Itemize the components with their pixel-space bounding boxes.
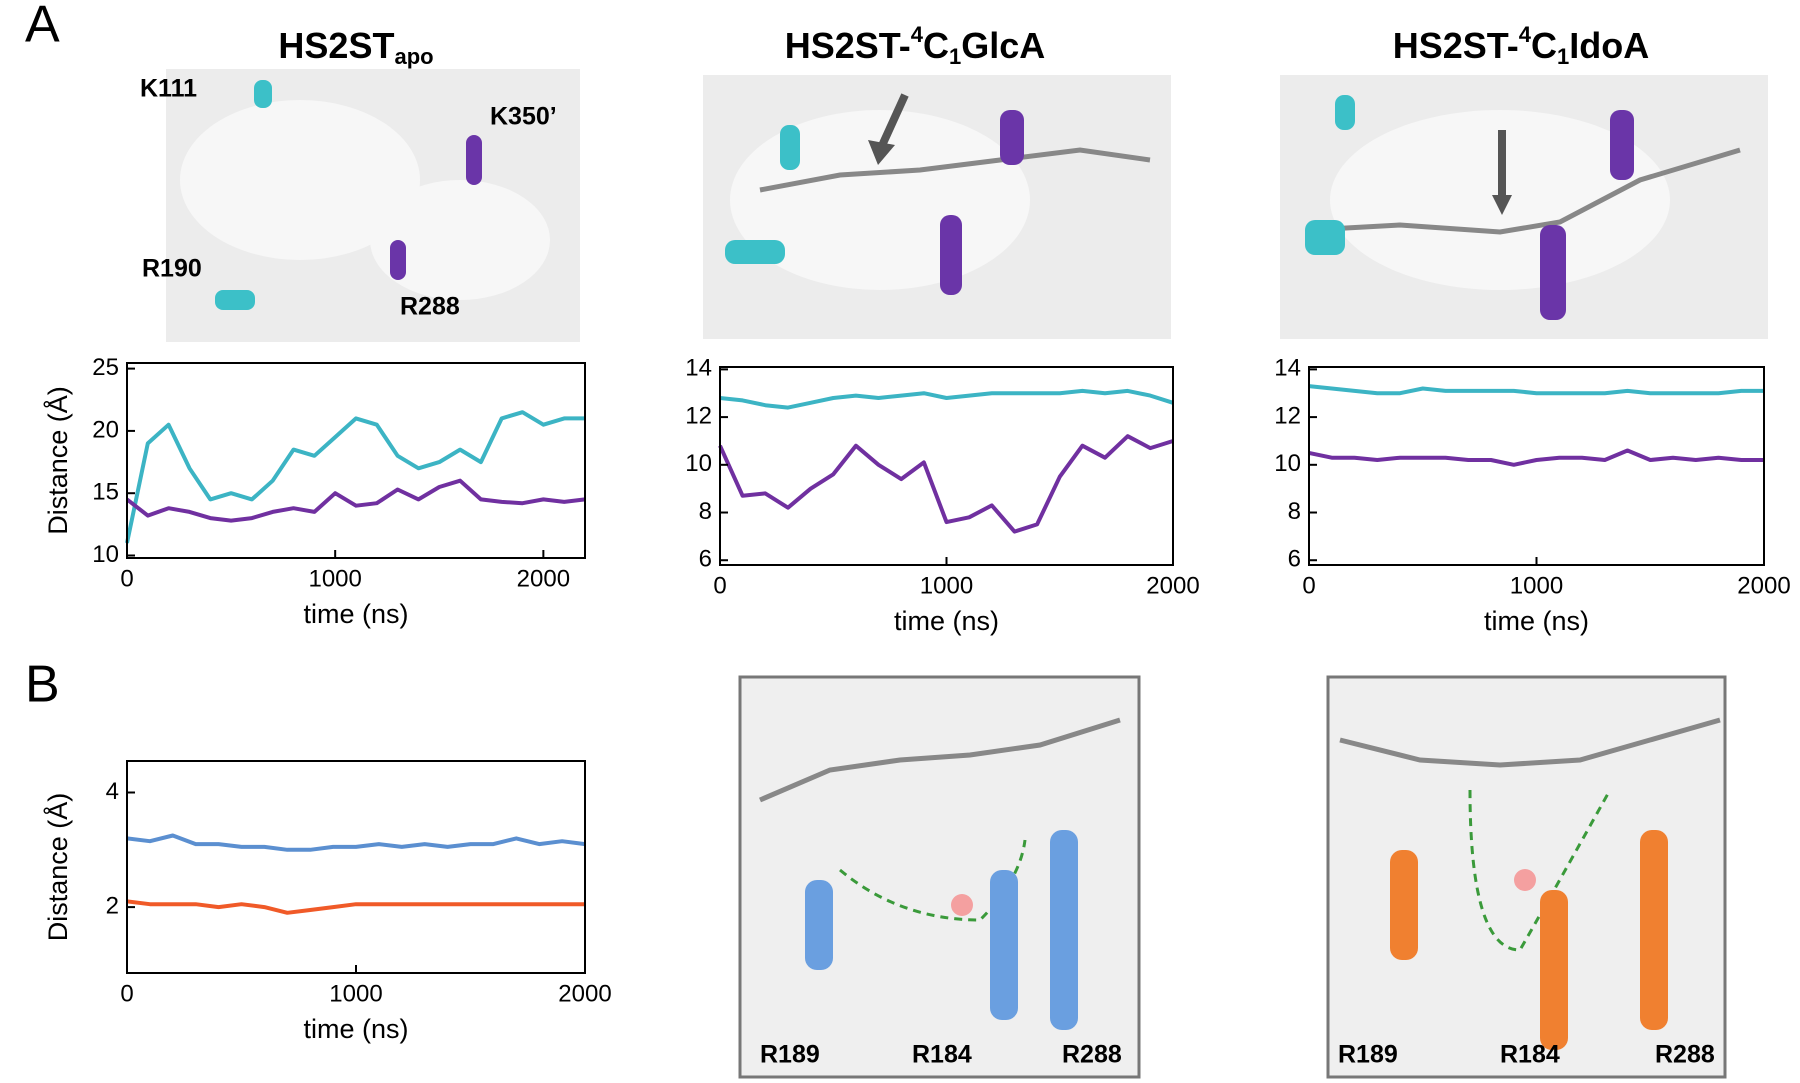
y-tick-label: 6 — [699, 546, 712, 573]
structure-image — [1326, 675, 1727, 1079]
y-tick-label: 14 — [1274, 355, 1301, 382]
title-part: HS2ST — [278, 25, 394, 66]
structure-image — [738, 675, 1141, 1079]
title-part: HS2ST- — [1393, 25, 1519, 66]
title-part: IdoA — [1569, 25, 1649, 66]
plot-frame — [126, 760, 586, 974]
data-line — [1308, 448, 1764, 467]
x-tick-label: 0 — [713, 572, 726, 599]
residue-label: K350’ — [490, 103, 557, 131]
y-tick-label: 10 — [1274, 450, 1301, 477]
x-tick-label: 2000 — [517, 565, 570, 592]
residue-label: R184 — [912, 1041, 972, 1069]
data-line — [1308, 384, 1764, 396]
residue-label: R190 — [142, 255, 202, 283]
y-tick-label: 25 — [92, 354, 119, 381]
data-line — [718, 434, 1174, 534]
residue-label: R288 — [1062, 1041, 1122, 1069]
data-line — [126, 899, 585, 915]
title-part: GlcA — [961, 25, 1045, 66]
panel-label: B — [25, 656, 60, 714]
y-tick-label: 10 — [685, 450, 712, 477]
residue-label: R288 — [400, 293, 460, 321]
x-tick-label: 2000 — [1146, 572, 1199, 599]
x-tick-label: 1000 — [920, 572, 973, 599]
y-tick-label: 10 — [92, 541, 119, 568]
title-part: 1 — [949, 44, 961, 69]
y-tick-label: 12 — [685, 402, 712, 429]
structure-image — [1280, 75, 1768, 339]
title-part: 4 — [911, 22, 924, 47]
structure-image — [703, 75, 1171, 339]
data-line — [719, 388, 1174, 410]
title-part: apo — [394, 44, 433, 69]
x-tick-label: 1000 — [329, 980, 382, 1007]
residue-label: K111 — [140, 75, 197, 103]
title-part: C — [923, 25, 949, 66]
title-part: C — [1531, 25, 1557, 66]
title-part: 4 — [1519, 22, 1532, 47]
x-axis-label: time (ns) — [303, 599, 408, 629]
data-line — [126, 833, 586, 852]
plot-frame — [126, 362, 586, 559]
data-line — [125, 410, 585, 544]
y-tick-label: 8 — [1288, 498, 1301, 525]
structure-image — [166, 69, 580, 342]
title-part: HS2ST- — [785, 25, 911, 66]
residue-label: R184 — [1500, 1041, 1560, 1069]
x-tick-label: 2000 — [1737, 572, 1790, 599]
x-tick-label: 0 — [120, 980, 133, 1007]
x-axis-label: time (ns) — [303, 1014, 408, 1044]
y-tick-label: 2 — [106, 892, 119, 919]
x-tick-label: 2000 — [558, 980, 611, 1007]
y-tick-label: 15 — [92, 479, 119, 506]
panel-label: A — [25, 0, 60, 54]
structure-title: HS2ST-4C1GlcA — [785, 22, 1046, 69]
y-tick-label: 14 — [685, 355, 712, 382]
y-axis-label: Distance (Å) — [42, 793, 73, 942]
x-tick-label: 0 — [120, 565, 133, 592]
structure-title: HS2ST-4C1IdoA — [1393, 22, 1650, 69]
residue-label: R288 — [1655, 1041, 1715, 1069]
title-part: 1 — [1557, 44, 1569, 69]
x-axis-label: time (ns) — [1484, 606, 1589, 636]
data-line — [125, 478, 586, 523]
y-tick-label: 4 — [106, 778, 119, 805]
y-tick-label: 12 — [1274, 402, 1301, 429]
structure-title: HS2STapo — [278, 25, 433, 69]
y-axis-label: Distance (Å) — [42, 386, 73, 535]
plot-frame — [1308, 366, 1765, 566]
x-axis-label: time (ns) — [894, 606, 999, 636]
y-tick-label: 20 — [92, 416, 119, 443]
y-tick-label: 8 — [699, 498, 712, 525]
x-tick-label: 1000 — [308, 565, 361, 592]
x-tick-label: 1000 — [1510, 572, 1563, 599]
residue-label: R189 — [1338, 1041, 1398, 1069]
x-tick-label: 0 — [1302, 572, 1315, 599]
residue-label: R189 — [760, 1041, 820, 1069]
y-tick-label: 6 — [1288, 546, 1301, 573]
